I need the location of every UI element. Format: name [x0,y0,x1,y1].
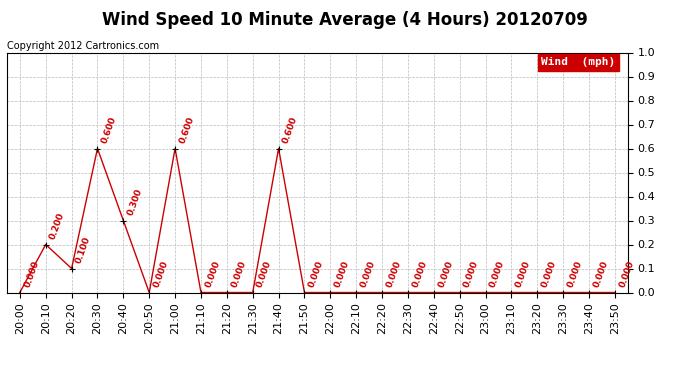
Text: 0.000: 0.000 [23,259,41,288]
Text: 0.000: 0.000 [333,259,351,288]
Text: 0.600: 0.600 [282,115,299,144]
Text: 0.000: 0.000 [437,259,455,288]
Text: Wind Speed 10 Minute Average (4 Hours) 20120709: Wind Speed 10 Minute Average (4 Hours) 2… [102,11,588,29]
Text: Copyright 2012 Cartronics.com: Copyright 2012 Cartronics.com [7,41,159,51]
Text: 0.000: 0.000 [255,259,273,288]
Text: 0.000: 0.000 [359,259,377,288]
Text: 0.000: 0.000 [489,259,506,288]
Text: 0.000: 0.000 [592,259,610,288]
Text: 0.000: 0.000 [204,259,221,288]
Text: 0.000: 0.000 [462,259,480,288]
Text: 0.200: 0.200 [48,211,66,240]
Text: 0.100: 0.100 [75,235,92,264]
Text: 0.000: 0.000 [514,259,532,288]
Text: 0.000: 0.000 [618,259,635,288]
Text: 0.000: 0.000 [230,259,248,288]
Text: Wind  (mph): Wind (mph) [541,57,615,68]
Text: 0.300: 0.300 [126,187,144,216]
Text: 0.000: 0.000 [152,259,170,288]
Text: 0.000: 0.000 [307,259,325,288]
Text: 0.000: 0.000 [540,259,558,288]
Text: 0.000: 0.000 [385,259,403,288]
Text: 0.600: 0.600 [178,115,196,144]
Text: 0.000: 0.000 [411,259,428,288]
Text: 0.600: 0.600 [100,115,118,144]
Text: 0.000: 0.000 [566,259,584,288]
